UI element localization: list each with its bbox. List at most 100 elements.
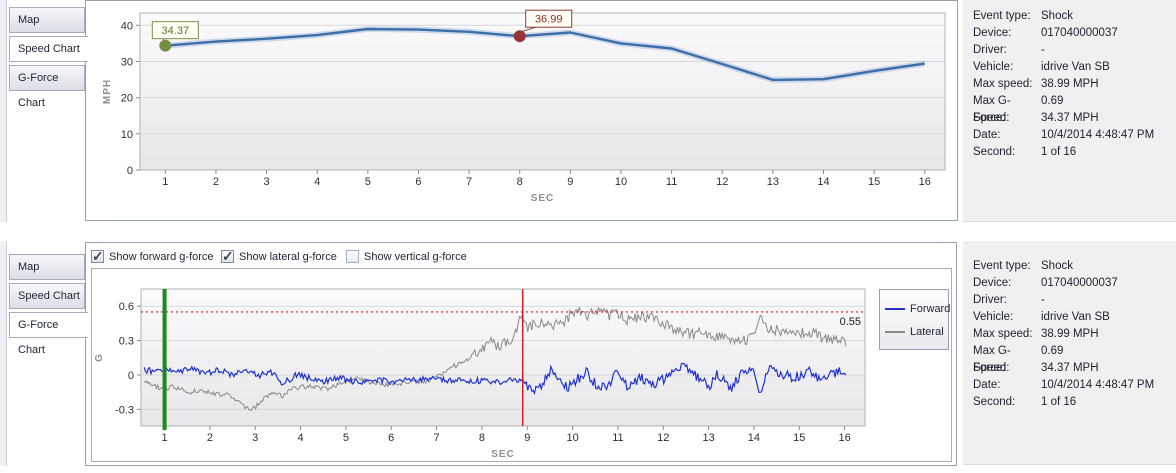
show-forward-gforce-checkbox[interactable]: Show forward g-force (91, 248, 214, 265)
info-label: Second: (973, 396, 1016, 408)
info-row: Date: 10/4/2014 4:48:47 PM (973, 377, 1176, 394)
x-tick-label: 3 (252, 432, 258, 444)
info-label: Driver: (973, 294, 1007, 306)
start-second-marker[interactable] (159, 39, 172, 52)
x-tick-label: 10 (566, 432, 578, 444)
x-tick-label: 11 (666, 176, 677, 188)
tab-map[interactable]: Map (9, 7, 85, 33)
event-info-rows: Event type: Shock Device: 017040000037 Drive… (963, 0, 1176, 161)
info-value: 0.69 (1041, 345, 1064, 357)
threshold-value-label: 0.55 (840, 316, 861, 328)
info-label: Max G-Force: (973, 95, 1011, 124)
x-tick-label: 1 (162, 176, 168, 188)
x-tick-label: 15 (868, 176, 880, 188)
info-label: Date: (973, 379, 1001, 391)
show-vertical-gforce-checkbox[interactable]: Show vertical g-force (346, 248, 467, 265)
x-tick-label: 2 (207, 432, 213, 444)
x-tick-label: 14 (817, 176, 829, 188)
info-row: Max G-Force: 0.69 (973, 93, 1176, 124)
info-row: Date: 10/4/2014 4:48:47 PM (973, 127, 1176, 144)
lateral-line-swatch (885, 330, 905, 333)
info-value: Shock (1041, 260, 1073, 272)
x-tick-label: 16 (919, 176, 931, 188)
x-tick-label: 11 (612, 432, 623, 444)
x-tick-label: 4 (298, 432, 304, 444)
speed-line (165, 27, 925, 82)
info-label: Event type: (973, 10, 1031, 22)
speed-chart-box: 0 10 20 30 40 1 2 3 4 5 6 7 8 9 10 11 12 13 14 15 16 SEC MPH 34… (85, 0, 958, 221)
x-tick-label: 2 (213, 176, 219, 188)
checkbox-label: Show forward g-force (109, 250, 214, 263)
x-tick-label: 10 (615, 176, 627, 188)
x-tick-label: 1 (162, 432, 168, 444)
forward-line-swatch (885, 307, 905, 310)
gforce-chart-panel: Map Speed Chart G-Force Chart Show forwa… (0, 241, 1176, 466)
y-tick-label: 0 (128, 370, 134, 382)
info-label: Speed: (973, 362, 1010, 374)
event-info-rows: Event type: Shock Device: 017040000037 Drive… (963, 241, 1176, 411)
info-value: - (1041, 44, 1045, 56)
info-value: 38.99 MPH (1041, 78, 1099, 90)
info-label: Max speed: (973, 78, 1033, 90)
legend-entry-forward: Forward (880, 297, 951, 320)
legend-entry-lateral: Lateral (880, 320, 948, 343)
info-row: Max speed: 38.99 MPH (973, 326, 1176, 343)
x-tick-label: 3 (264, 176, 270, 188)
info-value: - (1041, 294, 1045, 306)
x-axis-title: SEC (531, 193, 555, 204)
info-label: Vehicle: (973, 61, 1014, 73)
marker-label: 36.99 (535, 14, 563, 26)
marker-label: 34.37 (162, 25, 190, 37)
x-tick-label: 5 (365, 176, 371, 188)
info-value: 10/4/2014 4:48:47 PM (1041, 379, 1155, 391)
x-axis-title: SEC (491, 449, 515, 460)
legend-label: Forward (910, 302, 951, 315)
x-tick-label: 9 (524, 432, 530, 444)
x-tick-label: 7 (434, 432, 440, 444)
tab-speed-chart[interactable]: Speed Chart (9, 36, 88, 62)
info-label: Date: (973, 129, 1001, 141)
checkbox-label: Show lateral g-force (239, 250, 337, 263)
chart-legend: Forward Lateral (879, 289, 951, 350)
checkbox-label: Show vertical g-force (364, 250, 467, 263)
gforce-chart[interactable]: -0.300.30.61 2 3 4 5 6 7 8 9 10 11 12 13 14 15 16SECG0.… (92, 269, 951, 461)
tab-map[interactable]: Map (9, 254, 85, 280)
info-value: 017040000037 (1041, 277, 1118, 289)
marker-label-box (151, 21, 199, 40)
lateral-gforce-line (143, 306, 847, 411)
info-row: Max speed: 38.99 MPH (973, 76, 1176, 93)
tab-gforce-chart[interactable]: G-Force Chart (9, 312, 88, 356)
info-value: 1 of 16 (1041, 396, 1077, 408)
checkbox-icon (346, 250, 359, 263)
info-row: Device: 017040000037 (973, 275, 1176, 292)
gforce-plot-frame: -0.3 0 0.3 0.6 1 2 3 4 5 6 7 8 9 10 11 12 13 14 15 16 SEC G 0.… (91, 268, 952, 462)
x-tick-label: 8 (479, 432, 485, 444)
info-value: 1 of 16 (1041, 146, 1077, 158)
speed-chart-panel: Map Speed Chart G-Force Chart 0 10 20 30 40 1… (0, 0, 1176, 222)
x-tick-label: 6 (388, 432, 394, 444)
info-row: Event type: Shock (973, 258, 1176, 275)
info-row: Device: 017040000037 (973, 25, 1176, 42)
tab-gforce-chart[interactable]: G-Force Chart (9, 65, 85, 109)
x-tick-label: 15 (793, 432, 805, 444)
y-tick-label: 0 (127, 165, 133, 177)
x-tick-label: 4 (314, 176, 320, 188)
checkbox-icon (91, 248, 104, 265)
show-lateral-gforce-checkbox[interactable]: Show lateral g-force (221, 248, 337, 265)
y-axis-title: MPH (102, 79, 113, 104)
info-row: Speed: 34.37 MPH (973, 360, 1176, 377)
y-axis-title: G (94, 353, 105, 362)
event-second-marker[interactable] (513, 30, 526, 43)
y-tick-label: 10 (121, 129, 133, 141)
tab-speed-chart[interactable]: Speed Chart (9, 283, 85, 309)
info-row: Second: 1 of 16 (973, 394, 1176, 411)
info-value: 10/4/2014 4:48:47 PM (1041, 129, 1155, 141)
y-tick-label: 0.6 (119, 301, 134, 313)
info-value: 38.99 MPH (1041, 328, 1099, 340)
info-row: Driver: - (973, 292, 1176, 309)
tab-strip: Map Speed Chart G-Force Chart (9, 7, 88, 109)
x-tick-label: 5 (343, 432, 349, 444)
x-tick-label: 12 (657, 432, 669, 444)
info-label: Max speed: (973, 328, 1033, 340)
